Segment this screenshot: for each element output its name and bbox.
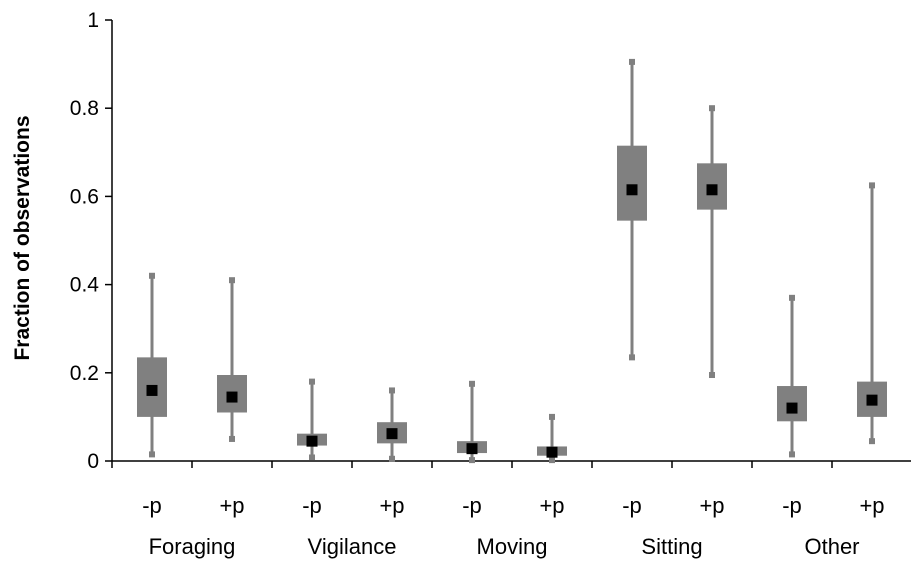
whisker-max-cap — [389, 387, 395, 394]
sub-label: +p — [379, 493, 404, 518]
category-label: Sitting — [641, 534, 702, 559]
whisker-min-cap — [309, 454, 315, 461]
sub-label: +p — [219, 493, 244, 518]
whisker-max-cap — [149, 272, 155, 279]
sub-label: -p — [142, 493, 162, 518]
x-axis-labels: Foraging -p +p Vigilance -p +p Moving -p +p Sitti… — [142, 493, 884, 559]
sub-label: -p — [462, 493, 482, 518]
box-moving-minus-p — [457, 380, 487, 464]
category-label: Foraging — [149, 534, 236, 559]
y-tick-label: 0.4 — [70, 274, 100, 297]
median-marker — [306, 435, 318, 447]
y-axis-label: Fraction of observations — [11, 115, 34, 360]
y-tick-label: 0.2 — [70, 362, 99, 385]
whisker-max-cap — [709, 105, 715, 112]
x-axis — [111, 460, 911, 468]
box-plot-marks — [137, 58, 887, 464]
whisker-max-cap — [229, 277, 235, 284]
y-axis: 0 0.2 0.4 0.6 0.8 1 — [70, 9, 113, 473]
category-label: Other — [804, 534, 859, 559]
whisker-max-cap — [309, 378, 315, 385]
whisker-min-cap — [549, 457, 555, 464]
box-foraging-plus-p — [217, 277, 247, 442]
median-marker — [146, 384, 158, 396]
sub-label: -p — [782, 493, 802, 518]
sub-label: +p — [699, 493, 724, 518]
whisker-min-cap — [789, 451, 795, 458]
median-marker — [786, 402, 798, 414]
whisker-min-cap — [389, 455, 395, 462]
box-vigilance-plus-p — [377, 387, 407, 462]
median-marker — [706, 184, 718, 196]
y-tick-label: 0.6 — [70, 185, 99, 208]
whisker-max-cap — [869, 182, 875, 189]
y-tick-label: 0 — [87, 450, 99, 473]
box-moving-plus-p — [537, 413, 567, 464]
whisker-min-cap — [629, 354, 635, 361]
sub-label: +p — [539, 493, 564, 518]
whisker-min-cap — [469, 457, 475, 464]
whisker-max-cap — [469, 380, 475, 387]
whisker-min-cap — [869, 438, 875, 445]
whisker-min-cap — [709, 372, 715, 379]
box-sitting-minus-p — [617, 58, 647, 361]
box-sitting-plus-p — [697, 105, 727, 379]
sub-label: +p — [859, 493, 884, 518]
category-label: Vigilance — [308, 534, 397, 559]
category-label: Moving — [477, 534, 548, 559]
median-marker — [866, 394, 878, 406]
median-marker — [546, 446, 558, 458]
whisker-min-cap — [229, 435, 235, 442]
box-foraging-minus-p — [137, 272, 167, 458]
y-tick-label: 1 — [87, 9, 99, 32]
median-marker — [226, 391, 238, 403]
box-other-plus-p — [857, 182, 887, 445]
y-tick-label: 0.8 — [70, 97, 99, 120]
iqr-box — [617, 145, 647, 221]
whisker-max-cap — [789, 294, 795, 301]
sub-label: -p — [302, 493, 322, 518]
whisker-min-cap — [149, 451, 155, 458]
median-marker — [466, 443, 478, 455]
whisker-max-cap — [629, 58, 635, 65]
median-marker — [386, 428, 398, 440]
whisker-max-cap — [549, 413, 555, 420]
median-marker — [626, 184, 638, 196]
box-other-minus-p — [777, 294, 807, 458]
sub-label: -p — [622, 493, 642, 518]
box-vigilance-minus-p — [297, 378, 327, 461]
